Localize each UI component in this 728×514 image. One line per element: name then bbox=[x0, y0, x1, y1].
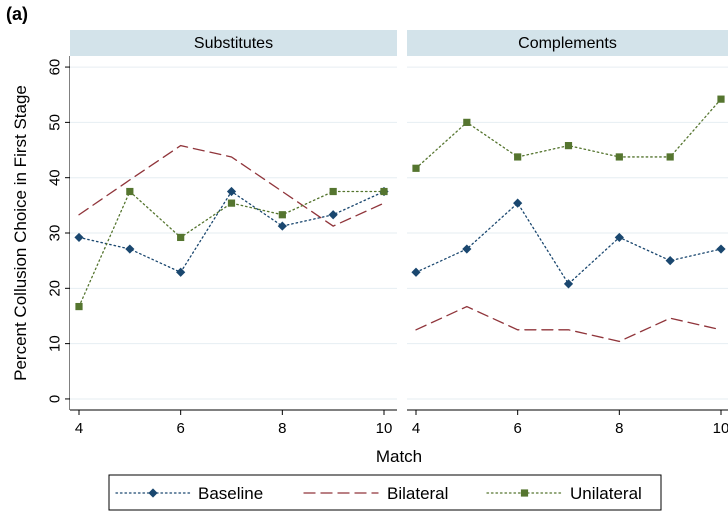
series-baseline bbox=[411, 198, 726, 289]
legend-marker bbox=[520, 489, 529, 497]
data-point bbox=[75, 302, 83, 311]
y-tick-label: 20 bbox=[47, 280, 64, 297]
series-bilateral bbox=[78, 144, 385, 227]
data-point bbox=[329, 187, 337, 196]
legend-marker bbox=[148, 488, 158, 498]
data-point bbox=[411, 267, 421, 277]
y-tick-label: 50 bbox=[47, 114, 64, 131]
data-point bbox=[563, 279, 574, 289]
data-point bbox=[462, 244, 472, 254]
x-tick-label: 4 bbox=[75, 420, 83, 437]
legend: Baseline Bilateral Unilateral bbox=[108, 474, 662, 511]
x-tick-label: 8 bbox=[615, 420, 623, 437]
data-point bbox=[177, 233, 185, 242]
data-point bbox=[463, 118, 471, 126]
data-point bbox=[564, 142, 573, 150]
series-unilateral bbox=[75, 187, 388, 311]
data-point bbox=[513, 198, 523, 208]
data-point bbox=[277, 221, 287, 231]
data-point bbox=[74, 232, 84, 243]
data-point bbox=[615, 153, 623, 161]
series-bilateral bbox=[415, 305, 722, 343]
panel-strip bbox=[70, 30, 397, 56]
legend-label: Baseline bbox=[198, 484, 263, 503]
y-tick-label: 10 bbox=[47, 335, 64, 352]
figure-label: (a) bbox=[6, 4, 28, 24]
series-line bbox=[78, 144, 385, 227]
y-tick-label: 30 bbox=[47, 225, 64, 242]
x-axis-title: Match bbox=[376, 447, 422, 466]
data-point bbox=[717, 95, 725, 103]
data-point bbox=[278, 211, 286, 219]
y-axis-title: Percent Collusion Choice in First Stage bbox=[11, 85, 30, 381]
y-tick-label: 60 bbox=[47, 59, 64, 76]
y-tick-label: 0 bbox=[47, 395, 64, 403]
x-tick-label: 6 bbox=[176, 420, 184, 437]
panel-strip bbox=[407, 30, 728, 56]
data-point bbox=[614, 232, 624, 243]
data-point bbox=[380, 187, 388, 196]
legend-entry-unilateral: Unilateral bbox=[486, 484, 642, 503]
legend-label: Unilateral bbox=[570, 484, 642, 503]
panel-title: Complements bbox=[518, 35, 617, 52]
data-point bbox=[666, 153, 674, 161]
data-point bbox=[227, 199, 236, 207]
panel-title: Substitutes bbox=[194, 35, 273, 52]
series-line bbox=[415, 305, 722, 343]
data-point bbox=[514, 153, 522, 161]
legend-entry-bilateral: Bilateral bbox=[303, 484, 448, 503]
y-axis: 0 10 20 30 40 50 60 bbox=[47, 56, 71, 410]
data-point bbox=[716, 244, 726, 254]
legend-label: Bilateral bbox=[387, 484, 448, 503]
x-tick-label: 6 bbox=[513, 420, 521, 437]
data-point bbox=[125, 244, 135, 254]
data-point bbox=[412, 164, 420, 172]
panel-substitutes: Substitutes 4 6 8 10 bbox=[70, 30, 397, 437]
data-point bbox=[665, 256, 675, 266]
x-tick-label: 10 bbox=[713, 420, 728, 437]
panel-complements: Complements 4 6 8 10 bbox=[407, 30, 728, 437]
y-tick-label: 40 bbox=[47, 169, 64, 186]
series-unilateral bbox=[412, 95, 725, 172]
legend-entry-baseline: Baseline bbox=[115, 484, 263, 503]
legend-box bbox=[108, 474, 662, 511]
data-point bbox=[226, 186, 237, 197]
x-tick-label: 10 bbox=[376, 420, 393, 437]
data-point bbox=[126, 187, 134, 196]
data-point bbox=[328, 210, 338, 220]
x-tick-label: 8 bbox=[278, 420, 286, 437]
data-point bbox=[176, 267, 186, 277]
x-tick-label: 4 bbox=[412, 420, 420, 437]
